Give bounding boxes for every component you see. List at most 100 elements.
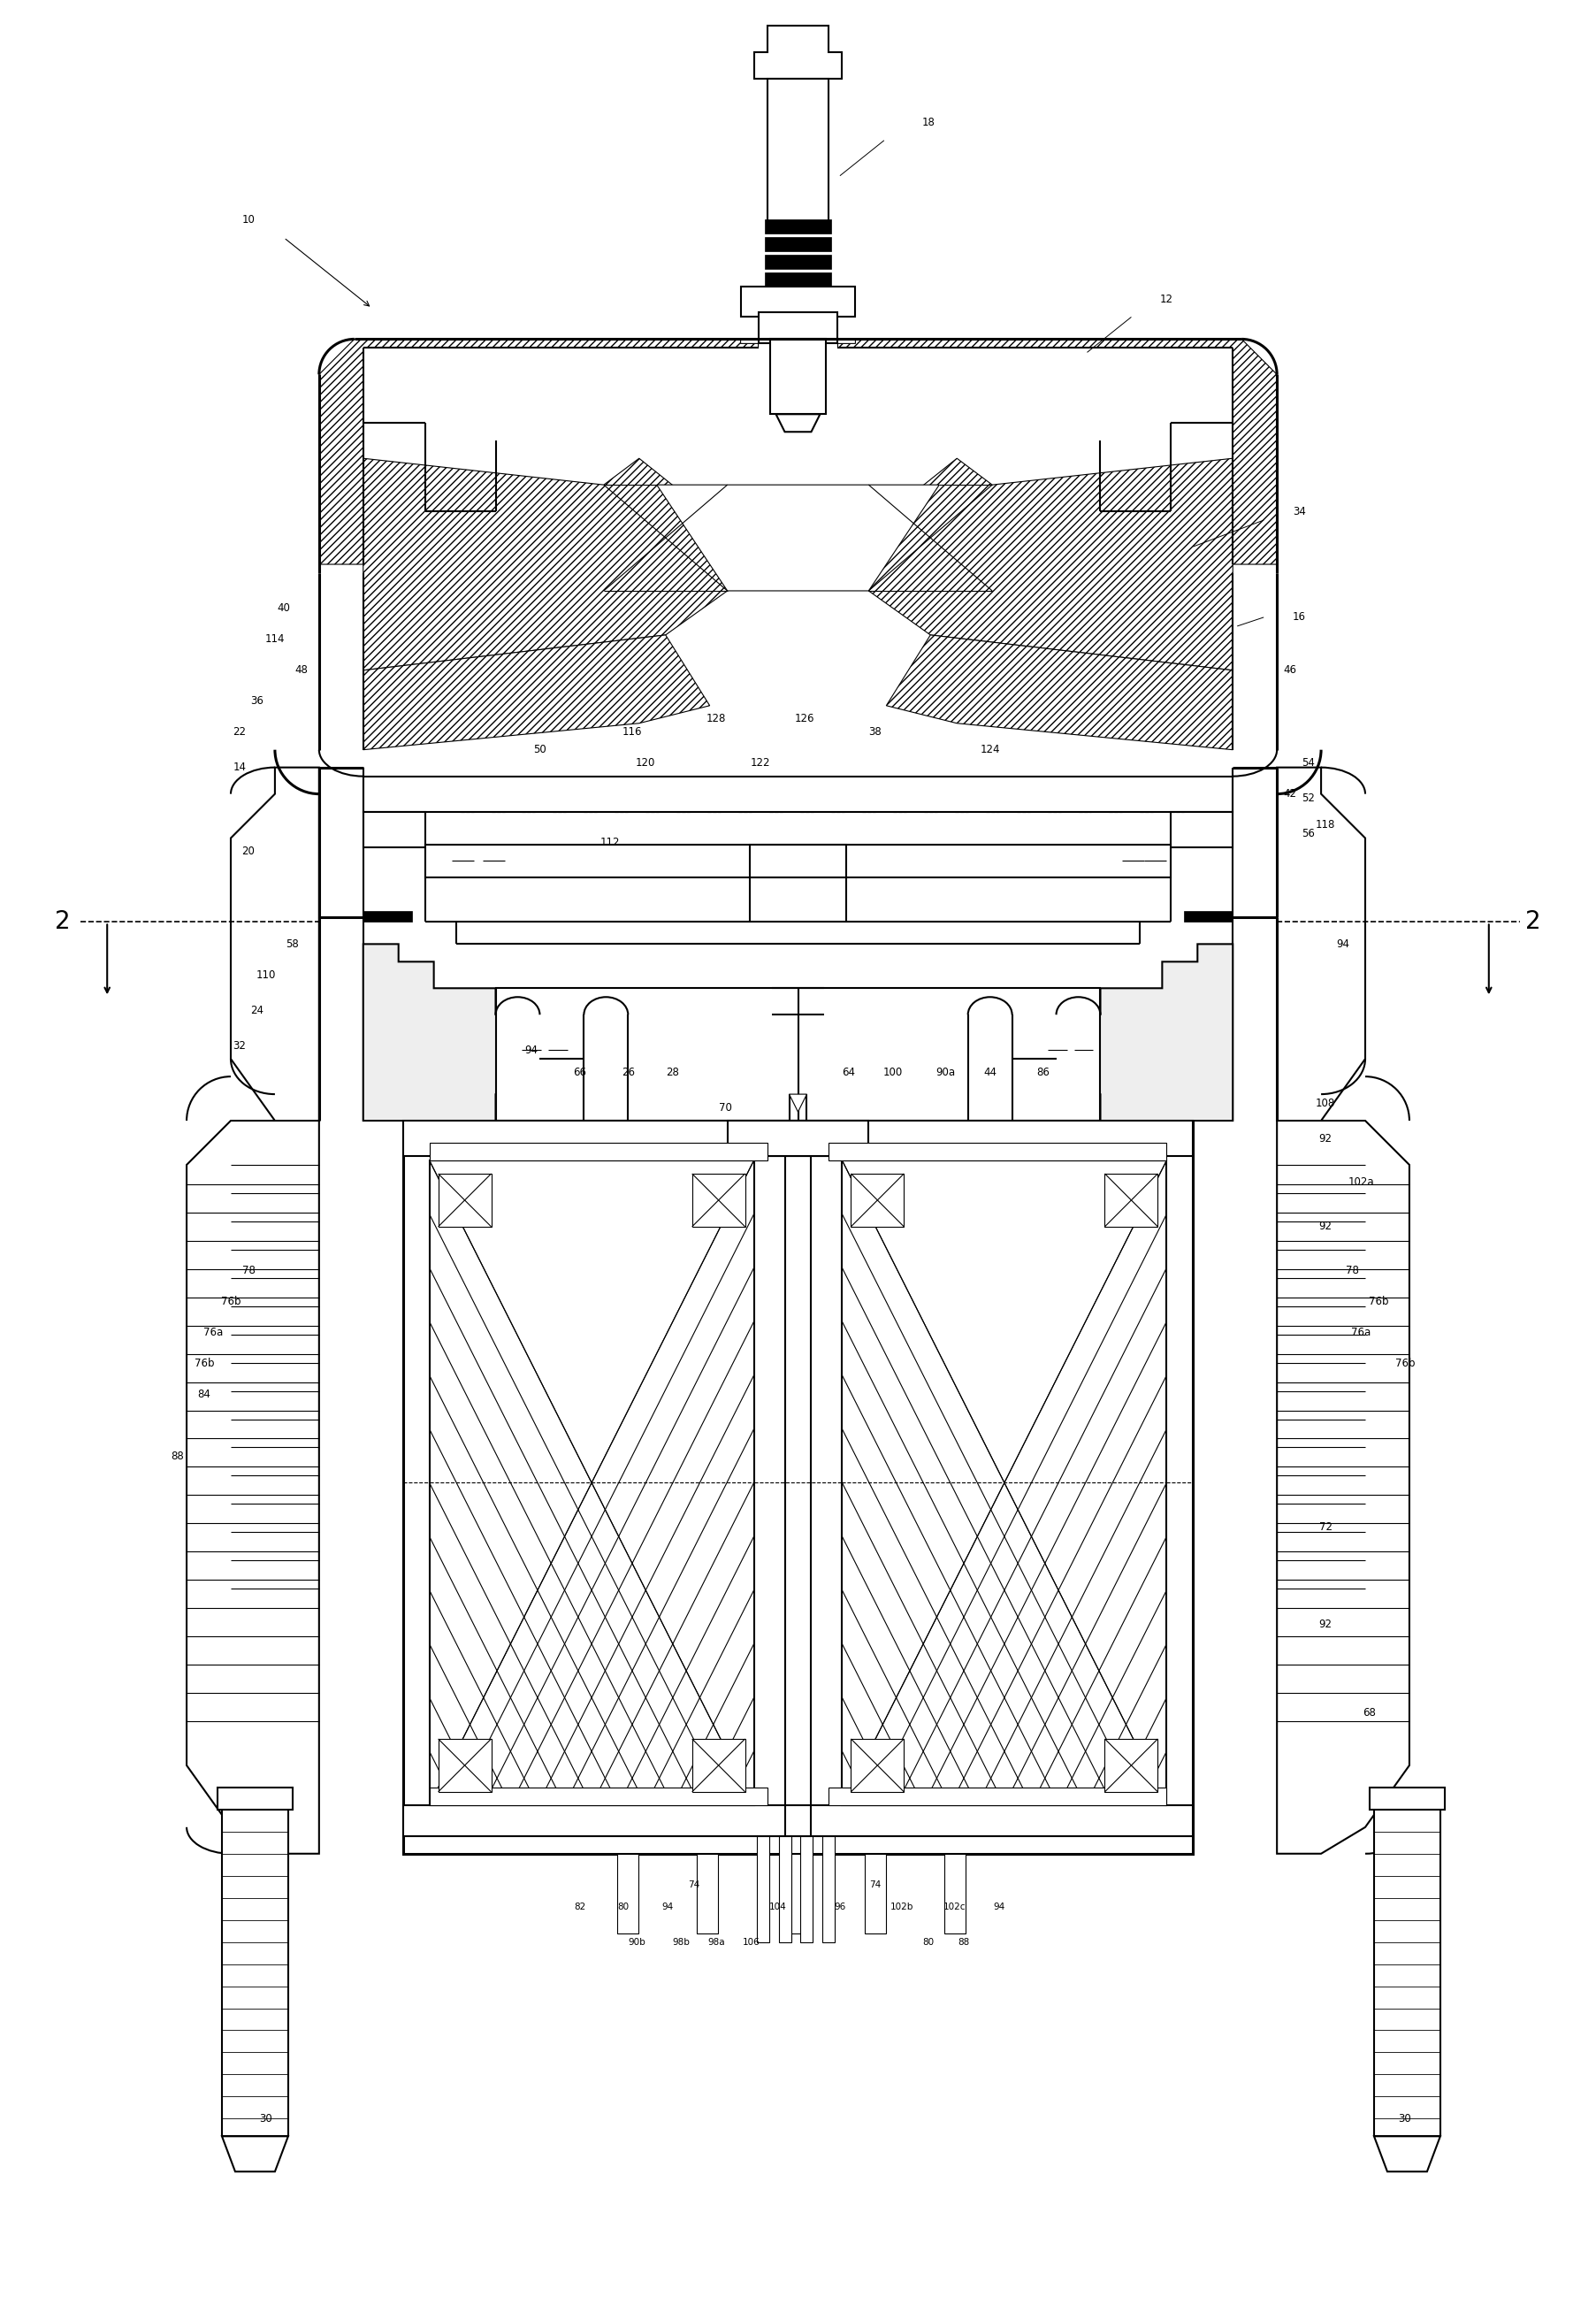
Bar	[1104, 1739, 1157, 1792]
Text: 88: 88	[171, 1449, 184, 1461]
Polygon shape	[838, 340, 1277, 565]
Text: 14: 14	[233, 763, 246, 774]
Bar	[402, 1121, 1194, 1854]
Text: 108: 108	[1315, 1098, 1336, 1109]
Text: 104: 104	[769, 1902, 787, 1911]
Polygon shape	[788, 1093, 808, 1112]
Text: 74: 74	[688, 1881, 701, 1888]
Text: 92: 92	[1318, 1619, 1333, 1631]
Bar	[364, 811, 425, 848]
Text: 102a: 102a	[1347, 1176, 1374, 1188]
Bar	[801, 1835, 812, 1941]
Bar	[764, 271, 832, 287]
Bar	[851, 1739, 903, 1792]
Text: 96: 96	[835, 1902, 846, 1911]
Text: 82: 82	[573, 1902, 586, 1911]
Text: 12: 12	[1160, 294, 1173, 306]
Bar	[1171, 811, 1232, 848]
Polygon shape	[656, 485, 940, 590]
Text: 20: 20	[243, 845, 255, 857]
Bar	[768, 78, 828, 230]
Text: 28: 28	[666, 1066, 678, 1077]
Bar	[785, 1854, 806, 1934]
Text: 22: 22	[233, 726, 246, 737]
Text: 72: 72	[1318, 1521, 1333, 1532]
Polygon shape	[222, 2136, 289, 2171]
Bar	[222, 1801, 289, 2136]
Polygon shape	[776, 413, 820, 432]
Polygon shape	[1374, 2136, 1440, 2171]
Polygon shape	[1277, 767, 1365, 1121]
Bar	[728, 1121, 868, 1155]
Text: 30: 30	[260, 2113, 273, 2125]
Text: 94: 94	[525, 1045, 538, 1057]
Text: 38: 38	[868, 726, 881, 737]
Text: 58: 58	[286, 937, 298, 949]
Bar	[865, 1854, 886, 1934]
Text: 24: 24	[251, 1004, 263, 1015]
Bar	[764, 255, 832, 269]
Text: 98b: 98b	[672, 1939, 689, 1946]
Text: 26: 26	[621, 1066, 635, 1077]
Bar	[758, 312, 838, 345]
Text: 76b: 76b	[1368, 1296, 1389, 1307]
Text: 44: 44	[983, 1066, 996, 1077]
Text: 88: 88	[958, 1939, 969, 1946]
Bar	[364, 912, 412, 921]
Text: 98a: 98a	[707, 1939, 725, 1946]
Bar	[429, 1787, 768, 1805]
Bar	[741, 287, 855, 317]
Polygon shape	[753, 25, 843, 78]
Text: 86: 86	[1036, 1066, 1050, 1077]
Text: 66: 66	[573, 1066, 586, 1077]
Text: 76a: 76a	[203, 1328, 223, 1339]
Text: 36: 36	[251, 696, 263, 707]
Bar	[1374, 1801, 1440, 2136]
Text: 64: 64	[843, 1066, 855, 1077]
Polygon shape	[319, 340, 758, 565]
Text: 94: 94	[1336, 937, 1350, 949]
Bar	[693, 1174, 745, 1227]
Text: 110: 110	[257, 969, 276, 981]
Text: 76a: 76a	[1350, 1328, 1371, 1339]
Polygon shape	[364, 944, 539, 1121]
Text: 76b: 76b	[1395, 1358, 1416, 1369]
Polygon shape	[364, 459, 728, 671]
Bar	[828, 1144, 1167, 1160]
Text: 2: 2	[56, 910, 70, 935]
Bar	[828, 1787, 1167, 1805]
Polygon shape	[868, 459, 1232, 671]
Bar	[429, 1144, 768, 1160]
Text: 50: 50	[533, 744, 546, 756]
Bar	[364, 776, 1232, 811]
Text: 92: 92	[1318, 1132, 1333, 1144]
Bar	[769, 340, 827, 413]
Text: 102b: 102b	[891, 1902, 913, 1911]
Text: 116: 116	[622, 726, 643, 737]
Text: 80: 80	[618, 1902, 629, 1911]
Bar	[693, 1739, 745, 1792]
Bar	[851, 1174, 903, 1227]
Text: 84: 84	[198, 1390, 211, 1401]
Text: 16: 16	[1293, 611, 1306, 622]
Text: 90b: 90b	[629, 1939, 646, 1946]
Bar	[697, 1854, 718, 1934]
Polygon shape	[886, 634, 1232, 749]
Polygon shape	[364, 634, 710, 749]
Text: 114: 114	[265, 634, 284, 645]
Text: 48: 48	[295, 664, 308, 675]
Text: 92: 92	[1318, 1222, 1333, 1233]
Text: 40: 40	[278, 602, 290, 613]
Text: 78: 78	[1345, 1266, 1358, 1277]
Bar	[1184, 912, 1232, 921]
Text: 42: 42	[1283, 788, 1298, 799]
Text: 100: 100	[883, 1066, 903, 1077]
Text: 120: 120	[635, 758, 656, 769]
Bar	[402, 1121, 1194, 1155]
Text: 46: 46	[1283, 664, 1298, 675]
Text: 2: 2	[1526, 910, 1540, 935]
Text: 126: 126	[795, 712, 814, 724]
Bar	[945, 1854, 966, 1934]
Text: 52: 52	[1301, 792, 1315, 804]
Bar	[843, 1160, 1167, 1805]
